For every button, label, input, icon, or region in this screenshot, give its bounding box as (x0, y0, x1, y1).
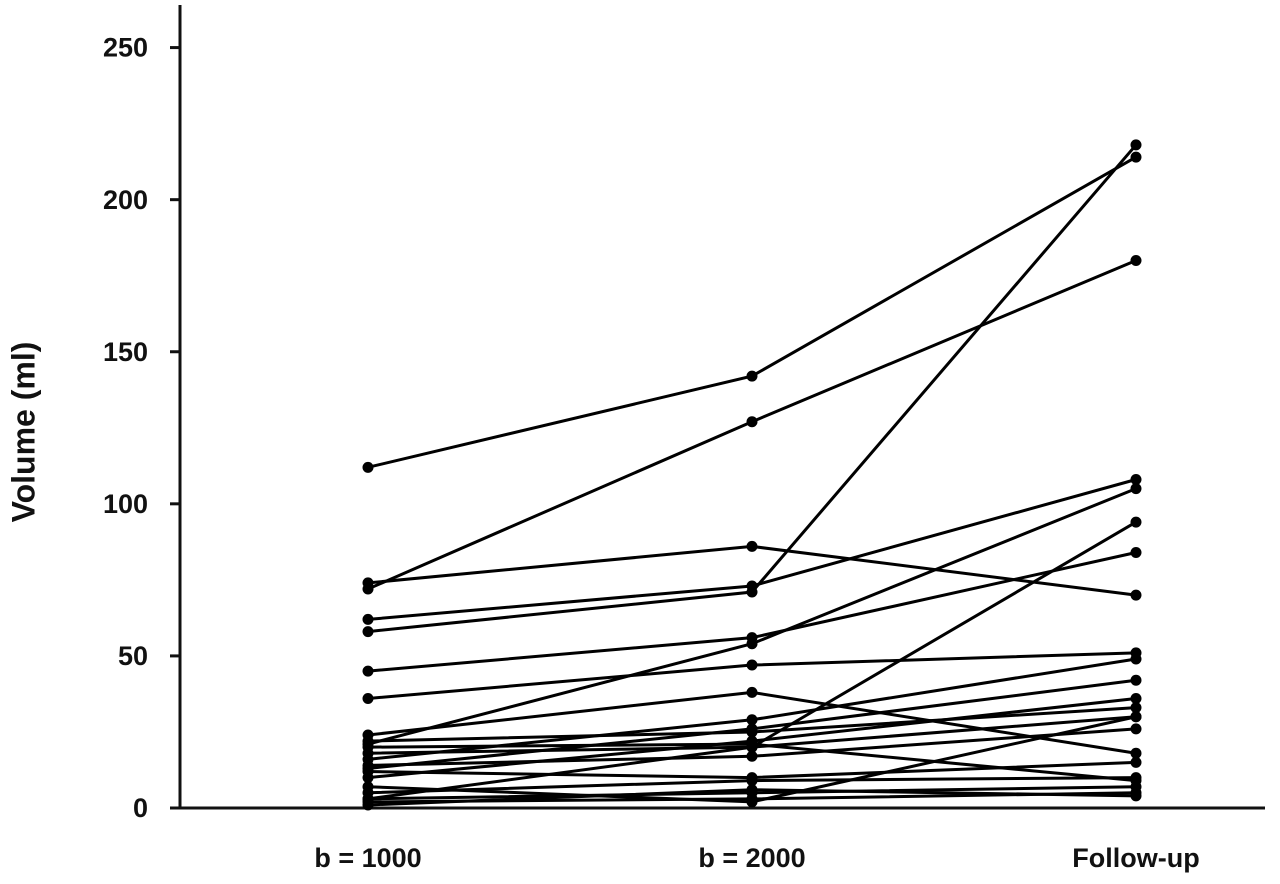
point (362, 799, 374, 811)
point (1130, 139, 1142, 151)
point (362, 665, 374, 677)
point (1130, 516, 1142, 528)
series-line (367, 143, 1138, 634)
y-tick-label: 200 (103, 185, 148, 215)
point (1130, 711, 1142, 723)
point (746, 726, 758, 738)
point (746, 784, 758, 796)
point (746, 659, 758, 671)
y-tick-label: 0 (133, 793, 148, 823)
point (1130, 756, 1142, 768)
point (1130, 653, 1142, 665)
point (1130, 747, 1142, 759)
point (1130, 483, 1142, 495)
y-tick-label: 100 (103, 489, 148, 519)
series-line (367, 487, 1137, 746)
point (362, 613, 374, 625)
y-axis-label: Volume (ml) (5, 342, 41, 523)
point (1130, 255, 1142, 266)
point (746, 772, 758, 784)
point (362, 693, 374, 704)
point (1130, 790, 1142, 802)
point (362, 626, 374, 638)
point (1130, 547, 1142, 558)
y-tick-label: 150 (103, 337, 148, 367)
point (362, 741, 374, 753)
point (746, 738, 758, 750)
point (1130, 474, 1142, 485)
point (746, 540, 758, 552)
y-tick-label: 250 (103, 33, 148, 63)
point (746, 586, 758, 598)
y-tick-label: 50 (118, 641, 148, 671)
point (362, 766, 374, 777)
point (746, 750, 758, 762)
point (746, 416, 758, 428)
point (362, 461, 374, 473)
point (746, 686, 758, 698)
x-tick-label: Follow-up (1072, 843, 1199, 873)
point (1130, 674, 1142, 686)
series-line (367, 551, 1137, 673)
point (746, 714, 758, 726)
point (746, 796, 758, 808)
point (1130, 693, 1142, 704)
point (1130, 702, 1142, 714)
x-tick-label: b = 2000 (698, 843, 805, 873)
point (362, 781, 374, 793)
point (746, 638, 758, 650)
point (1130, 151, 1142, 163)
point (1130, 723, 1142, 735)
point (1130, 775, 1142, 787)
x-tick-label: b = 1000 (314, 843, 421, 873)
point (362, 577, 374, 589)
point (1130, 589, 1142, 601)
point (746, 370, 758, 382)
